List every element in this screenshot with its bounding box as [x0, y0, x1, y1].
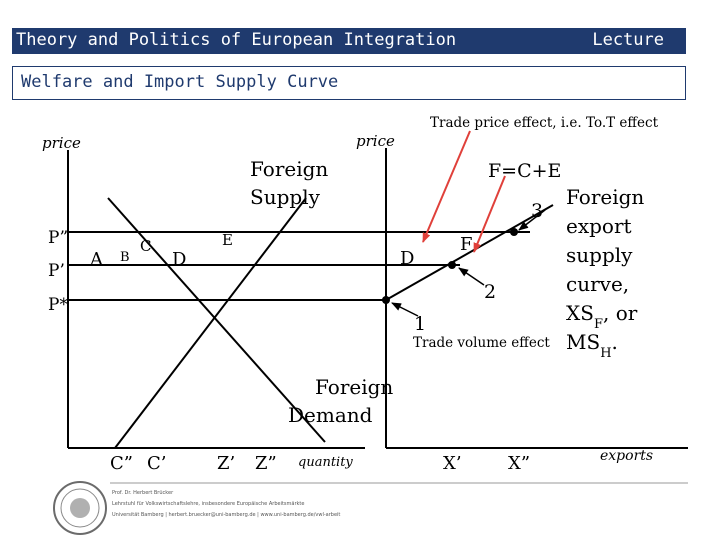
- point-1-label: 1: [414, 313, 426, 335]
- export-supply-curve: [385, 204, 554, 301]
- right-area-f-label: F: [460, 234, 473, 255]
- area-b-label: B: [120, 250, 130, 265]
- slide-subtitle: Welfare and Import Supply Curve: [21, 72, 339, 92]
- qty-z-prime-label: Z’: [217, 453, 235, 474]
- slide-title: Theory and Politics of European Integrat…: [16, 30, 457, 50]
- lecture-label: Lecture: [592, 30, 664, 50]
- point-1-arrow: [391, 302, 419, 317]
- price-p-double-label: P”: [48, 228, 68, 248]
- point-3-arrow: [518, 209, 546, 231]
- qty-x-prime-label: X’: [443, 453, 462, 474]
- export-supply-line1: Foreign: [566, 185, 644, 209]
- right-price-label: price: [356, 132, 395, 150]
- area-a-label: A: [89, 249, 104, 270]
- qty-z-double-label: Z”: [255, 453, 277, 474]
- qty-c-double-label: C”: [110, 453, 133, 474]
- area-sum-label: F=C+E: [488, 160, 561, 182]
- export-supply-line3: supply: [566, 243, 633, 267]
- export-supply-line5: XSF, or: [566, 301, 638, 332]
- qty-x-double-label: X”: [508, 453, 530, 474]
- trade-price-arrow-1: [422, 130, 471, 243]
- footer-line-1: Prof. Dr. Herbert Brücker: [112, 490, 174, 496]
- price-p-prime-label: P’: [48, 261, 65, 281]
- left-price-label: price: [42, 134, 81, 152]
- trade-volume-effect-label: Trade volume effect: [413, 335, 550, 351]
- trade-price-effect-label: Trade price effect, i.e. To.T effect: [430, 115, 659, 131]
- area-d-label: D: [172, 249, 186, 270]
- export-supply-line2: export: [566, 214, 632, 238]
- point-3-dot: [510, 228, 518, 236]
- subtitle-box: Welfare and Import Supply Curve: [12, 66, 686, 100]
- foreign-supply-label-line2: Supply: [250, 185, 321, 209]
- foreign-demand-curve: [107, 197, 326, 443]
- trade-price-arrow-2: [473, 175, 506, 253]
- point-3-label: 3: [531, 200, 543, 222]
- footer-line-3: Universität Bamberg | herbert.bruecker@u…: [112, 512, 341, 518]
- export-supply-line6: MSH.: [566, 330, 618, 361]
- foreign-demand-label-line2: Demand: [288, 403, 373, 427]
- point-2-arrow: [458, 267, 485, 286]
- price-p-star-label: P*: [48, 295, 68, 315]
- point-1-dot: [382, 296, 390, 304]
- right-area-d-label: D: [400, 248, 414, 269]
- university-seal-icon: [53, 481, 107, 535]
- area-c-label: C: [140, 237, 151, 255]
- slide-header: Theory and Politics of European Integrat…: [12, 28, 686, 54]
- footer-line-2: Lehrstuhl für Volkswirtschaftslehre, ins…: [112, 501, 305, 507]
- point-2-dot: [448, 261, 456, 269]
- qty-c-prime-label: C’: [147, 453, 167, 474]
- foreign-demand-label-line1: Foreign: [315, 375, 393, 399]
- point-2-label: 2: [484, 281, 496, 303]
- foreign-supply-label-line1: Foreign: [250, 157, 328, 181]
- foreign-supply-curve: [114, 197, 307, 449]
- area-e-label: E: [222, 231, 233, 249]
- footer: Prof. Dr. Herbert Brücker Lehrstuhl für …: [112, 488, 340, 521]
- left-quantity-label: quantity: [298, 455, 353, 470]
- exports-label: exports: [600, 448, 653, 464]
- export-supply-line4: curve,: [566, 272, 629, 296]
